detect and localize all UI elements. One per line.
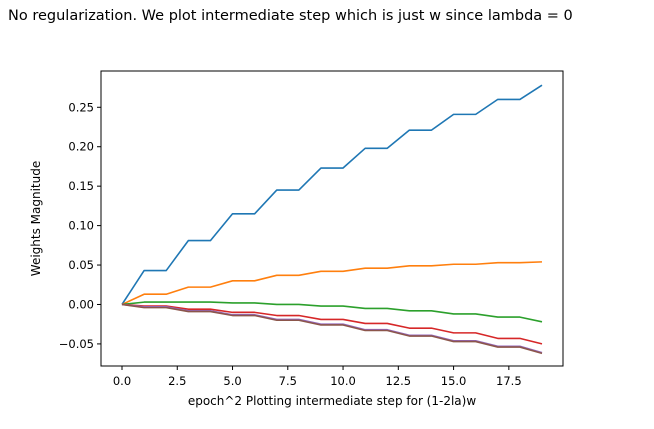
y-tick-label: 0.20 <box>68 140 94 154</box>
x-axis-label: epoch^2 Plotting intermediate step for (… <box>188 394 477 408</box>
notebook-output-text: No regularization. We plot intermediate … <box>8 8 573 24</box>
x-tick-label: 12.5 <box>386 374 412 388</box>
x-tick-label: 15.0 <box>441 374 467 388</box>
x-tick-label: 10.0 <box>330 374 356 388</box>
y-axis-ticks: −0.05 0.00 0.05 0.10 0.15 0.20 0.25 <box>59 100 101 351</box>
y-tick-label: −0.05 <box>59 337 94 351</box>
series-line-4 <box>121 303 543 345</box>
y-tick-label: 0.10 <box>68 219 94 233</box>
y-tick-label: 0.15 <box>68 179 94 193</box>
y-tick-label: 0.05 <box>68 258 94 272</box>
y-tick-label: 0.00 <box>68 297 94 311</box>
x-tick-label: 2.5 <box>168 374 186 388</box>
y-tick-label: 0.25 <box>68 100 94 114</box>
plot-frame <box>100 70 564 367</box>
x-tick-label: 0.0 <box>113 374 131 388</box>
series-line-1 <box>121 84 543 305</box>
x-axis-ticks: 0.0 2.5 5.0 7.5 10.0 12.5 15.0 17.5 <box>113 366 522 388</box>
x-tick-label: 7.5 <box>279 374 297 388</box>
y-axis-label: Weights Magnitude <box>29 161 43 276</box>
series-line-6 <box>121 303 543 355</box>
x-tick-label: 17.5 <box>496 374 522 388</box>
series-line-3 <box>121 301 543 323</box>
x-tick-label: 5.0 <box>223 374 241 388</box>
series-lines <box>121 84 543 355</box>
series-line-2 <box>121 261 543 306</box>
